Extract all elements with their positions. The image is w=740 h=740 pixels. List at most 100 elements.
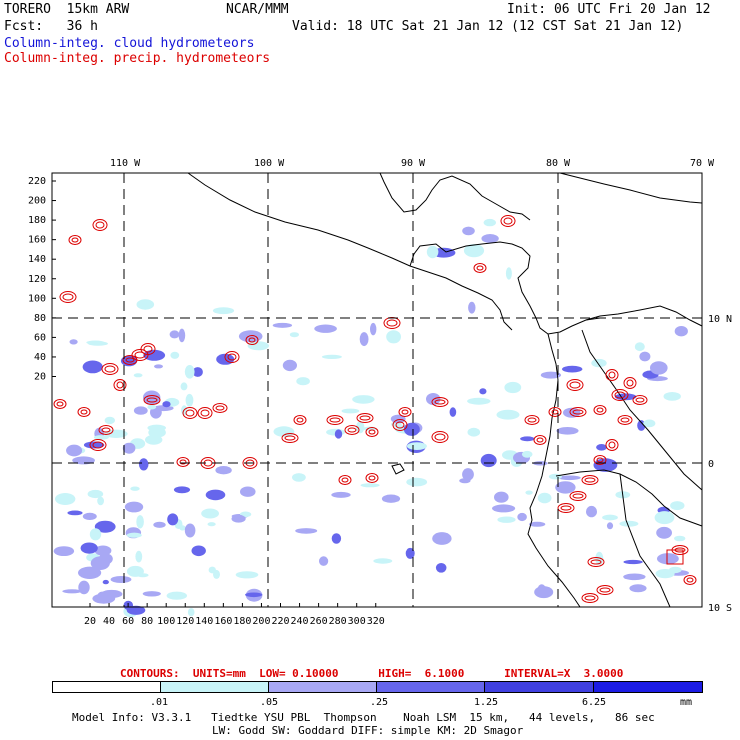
colorbar-tick-25: .25 (370, 697, 389, 708)
hydrometeor-blob (405, 547, 415, 559)
hydrometeor-blob (191, 545, 206, 557)
left-grid-label: 120 (28, 274, 46, 285)
bottom-grid-label: 80 (141, 616, 153, 627)
hydrometeor-blob (406, 477, 428, 487)
hydrometeor-blob (133, 406, 148, 415)
precip-contour (296, 417, 304, 423)
hydrometeor-blob (130, 486, 140, 491)
precip-contour (617, 415, 633, 425)
precip-contour (434, 399, 446, 405)
bottom-grid-label: 140 (195, 616, 213, 627)
hydrometeor-blob (104, 429, 128, 438)
precip-contour (599, 587, 611, 593)
hydrometeor-blob (386, 330, 401, 344)
precip-contour (593, 405, 607, 415)
hydrometeor-blob (496, 409, 520, 420)
lat-lon-grid (52, 173, 702, 607)
bottom-grid-label: 160 (214, 616, 232, 627)
colorbar-bin (593, 681, 703, 693)
precip-contour (224, 351, 240, 363)
hydrometeor-blob (133, 373, 143, 378)
lat-label-10n: 10 N (708, 314, 732, 325)
hydrometeor-blob (352, 395, 375, 404)
precip-contour (605, 369, 619, 381)
precip-contour (125, 357, 135, 363)
precip-contour (605, 439, 619, 451)
hydrometeor-blob (173, 486, 191, 494)
precip-contour (98, 425, 114, 435)
hydrometeor-blob (467, 397, 491, 405)
hydrometeor-blob (238, 330, 263, 343)
model-info-line: Model Info: V3.3.1 Tiedtke YSU PBL Thomp… (72, 711, 655, 724)
lat-label-0: 0 (708, 459, 714, 470)
precip-contour (590, 559, 602, 565)
precip-contour (143, 395, 161, 405)
hydrometeor-blob (525, 490, 533, 495)
hydrometeor-blob (360, 483, 380, 488)
hydrometeor-blob (373, 558, 393, 564)
hydrometeor-blob (591, 358, 607, 368)
left-grid-label: 220 (28, 176, 46, 187)
hydrometeor-blob (634, 342, 645, 352)
precip-contour (101, 363, 119, 375)
colorbar-tick-01: .01 (150, 697, 169, 708)
hydrometeor-blob (162, 401, 171, 408)
precip-contour (62, 293, 74, 301)
hydrometeor-blob (341, 408, 360, 414)
hydrometeor-blob (537, 492, 552, 504)
hydrometeor-blob (331, 491, 351, 498)
left-grid-label: 140 (28, 254, 46, 265)
hydrometeor-blob (295, 528, 318, 534)
hydrometeor-blob (296, 377, 310, 386)
precip-contour (113, 379, 127, 391)
precip-contour (551, 409, 559, 415)
precip-contour (548, 407, 562, 417)
hydrometeor-blob (245, 592, 263, 598)
hydrometeor-blob (178, 328, 186, 343)
hydrometeor-blob (240, 486, 256, 497)
model-title: TORERO 15km ARW (4, 2, 130, 17)
hydrometeor-blob (83, 441, 105, 449)
hydrometeor-blob (54, 493, 76, 505)
hydrometeor-blob (136, 515, 144, 529)
lon-label-100w: 100 W (254, 158, 285, 169)
precip-contour (596, 457, 604, 463)
precip-contour (503, 217, 513, 225)
hydrometeor-blob (619, 520, 639, 527)
hydrometeor-blob (148, 427, 166, 438)
hydrometeor-blob (185, 393, 194, 407)
hydrometeor-blob (520, 436, 535, 442)
precip-contour (398, 407, 412, 417)
colorbar-bin (376, 681, 485, 693)
precip-contour (242, 457, 258, 469)
hydrometeor-blob (534, 586, 554, 599)
hydrometeor-blob (462, 226, 475, 236)
contours-info: CONTOURS: UNITS=mm LOW= 0.10000 HIGH= 6.… (120, 667, 624, 680)
hydrometeor-blob (213, 569, 220, 579)
precip-contour (359, 415, 371, 421)
colorbar-tick-125: 1.25 (474, 697, 499, 708)
precip-contour (284, 435, 296, 441)
hydrometeor-blob (231, 514, 246, 523)
precip-contour (686, 577, 694, 583)
hydrometeor-blob (462, 468, 474, 481)
yucatan-coast (379, 172, 531, 221)
colorbar-bin (52, 681, 161, 693)
precip-contour (146, 397, 158, 403)
precip-contour (53, 399, 67, 409)
hydrometeor-blob (207, 522, 216, 527)
precip-contour (560, 505, 572, 511)
grid-ticks (52, 180, 377, 607)
hydrometeor-blob (124, 501, 144, 513)
precip-contour (392, 419, 408, 431)
precip-contour (386, 319, 398, 327)
hydrometeor-blob (657, 553, 679, 565)
hydrometeor-blob (449, 407, 457, 417)
colorbar-bin (160, 681, 269, 693)
precip-contour (179, 459, 187, 465)
hydrometeor-blob (82, 360, 103, 374)
hydrometeor-blob (97, 591, 107, 602)
bottom-grid-label: 200 (252, 616, 270, 627)
precip-contour (620, 417, 630, 423)
